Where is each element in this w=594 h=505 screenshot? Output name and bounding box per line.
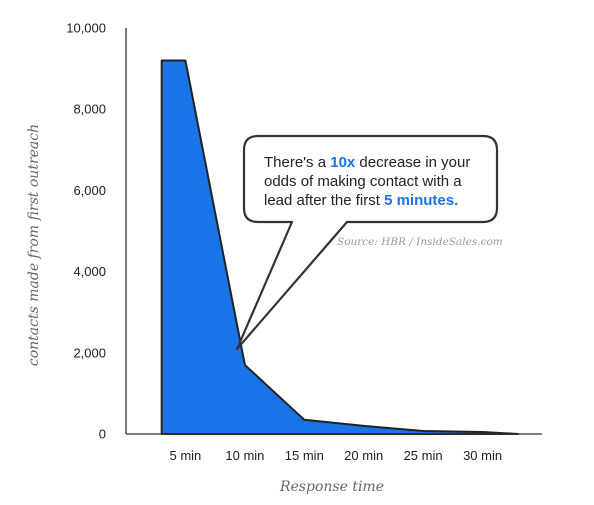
x-tick-label: 20 min: [344, 448, 383, 463]
y-tick-label: 0: [99, 427, 106, 442]
y-tick-label: 2,000: [73, 345, 106, 360]
y-tick-labels: 0 2,000 4,000 6,000 8,000 10,000: [66, 21, 106, 442]
x-tick-label: 10 min: [225, 448, 264, 463]
area-layer: [160, 59, 520, 435]
y-tick-label: 4,000: [73, 264, 106, 279]
y-tick-label: 6,000: [73, 183, 106, 198]
y-tick-label: 10,000: [66, 21, 106, 36]
x-tick-labels: 5 min 10 min 15 min 20 min 25 min 30 min: [170, 448, 503, 463]
x-axis-title: Response time: [279, 479, 384, 495]
x-tick-label: 15 min: [285, 448, 324, 463]
series-area: [160, 59, 520, 435]
x-tick-label: 25 min: [404, 448, 443, 463]
x-tick-label: 5 min: [170, 448, 202, 463]
annotation-line-3: lead after the first 5 minutes.: [264, 192, 458, 209]
annotation-line-2: odds of making contact with a: [264, 173, 462, 190]
source-note: Source: HBR / InsideSales.com: [337, 236, 503, 248]
speech-bubble-shape: [235, 134, 499, 351]
y-tick-label: 8,000: [73, 102, 106, 117]
annotation-bubble: There's a 10x decrease in your odds of m…: [235, 134, 499, 351]
x-tick-label: 30 min: [463, 448, 502, 463]
annotation-line-1: There's a 10x decrease in your: [264, 154, 470, 171]
axes: [125, 28, 542, 435]
y-axis-title: contacts made from first outreach: [26, 124, 42, 366]
